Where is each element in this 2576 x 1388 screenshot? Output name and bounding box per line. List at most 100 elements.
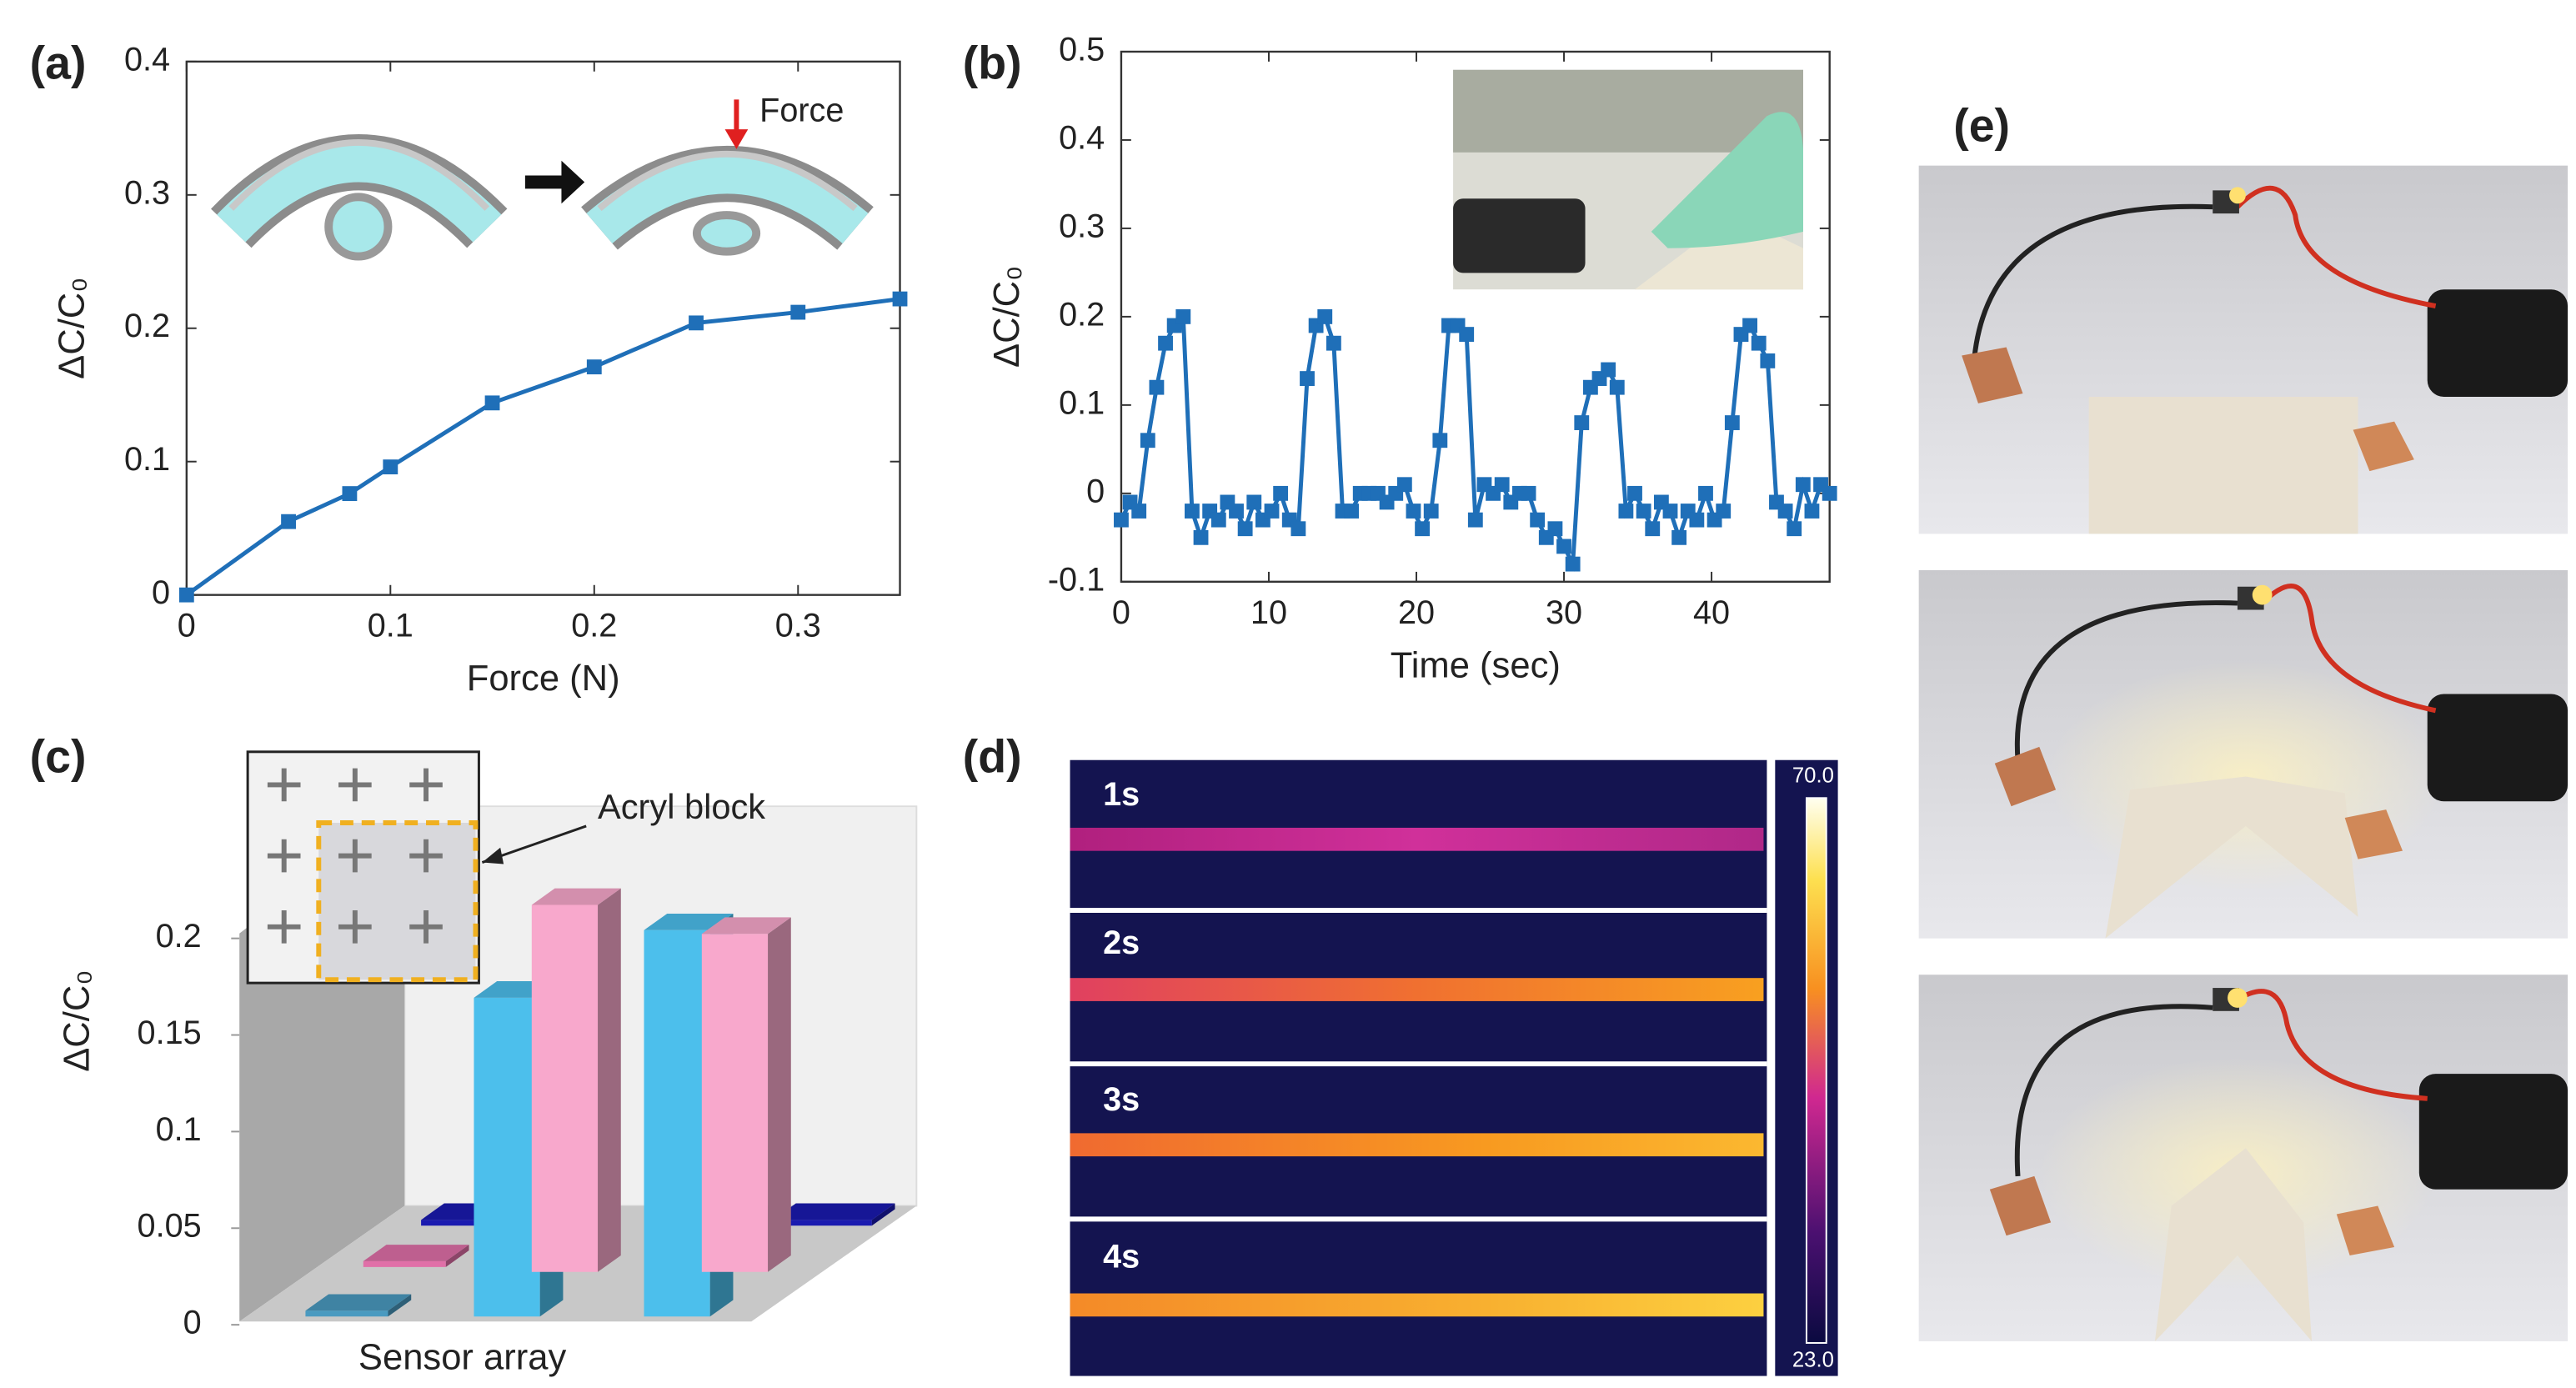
schematic: [211, 99, 874, 261]
panel-label: (e): [1953, 100, 2010, 152]
data-point: [1149, 379, 1165, 395]
y-tick-label: 0: [183, 1305, 202, 1341]
data-point: [1521, 485, 1536, 501]
bar-face: [598, 888, 621, 1272]
sensor: [267, 909, 301, 944]
data-point: [1114, 512, 1129, 528]
data-point: [178, 587, 194, 603]
photo-inset: [1453, 69, 1803, 290]
data-point: [1140, 433, 1155, 448]
bar-face: [701, 934, 769, 1272]
data-point: [1193, 529, 1209, 545]
data-point: [1636, 504, 1651, 519]
y-tick-label: 0.4: [1059, 119, 1105, 156]
bar-face: [871, 1203, 895, 1226]
y-tick-label: 0.3: [1059, 208, 1105, 244]
panel-label: (b): [963, 37, 1022, 88]
data-point: [790, 304, 806, 320]
data-point: [1777, 504, 1793, 519]
annotation: Acryl block: [598, 787, 765, 826]
bar-face: [474, 997, 540, 1317]
bar-face: [363, 1245, 469, 1261]
sensor: [267, 768, 301, 802]
x-tick-label: 30: [1546, 594, 1582, 631]
data-point: [689, 315, 704, 331]
bar: [531, 888, 621, 1272]
data-point: [1300, 371, 1315, 386]
y-axis-label: ΔC/C₀: [58, 970, 98, 1072]
data-point: [1210, 512, 1226, 528]
colorbar-label: 23.0: [1792, 1349, 1834, 1372]
data-point: [1326, 335, 1341, 351]
y-tick-label: 0.05: [138, 1208, 202, 1245]
data-point: [1273, 485, 1289, 501]
y-axis-label: ΔC/C₀: [987, 266, 1027, 368]
bar-face: [773, 1203, 895, 1220]
frame-label: 3s: [1103, 1081, 1140, 1118]
data-point: [586, 359, 602, 375]
data-point: [1494, 477, 1510, 493]
bar-face: [445, 1245, 469, 1267]
data-point: [1131, 504, 1147, 519]
data-point: [1317, 308, 1333, 324]
data-point: [1246, 494, 1262, 510]
data-point: [1787, 521, 1802, 537]
colorbar-label: 70.0: [1792, 764, 1834, 787]
data-point: [1158, 335, 1173, 351]
y-tick-label: 0.3: [124, 174, 170, 211]
data-point: [1264, 504, 1280, 519]
data-point: [1547, 521, 1563, 537]
data-point: [1804, 504, 1820, 519]
bar-face: [305, 1294, 412, 1311]
data-point: [1344, 504, 1360, 519]
data-point: [892, 291, 908, 307]
data-point: [1423, 504, 1439, 519]
bar: [305, 1294, 412, 1317]
bar: [773, 1203, 895, 1226]
data-point: [1432, 433, 1448, 448]
y-tick-label: 0: [1086, 473, 1105, 509]
data-point: [1742, 318, 1758, 333]
frame-label: 1s: [1103, 776, 1140, 813]
data-point: [1618, 504, 1634, 519]
sensor: [338, 909, 372, 944]
sensor: [409, 839, 443, 873]
x-tick-label: 0.1: [368, 608, 413, 644]
data-point: [1175, 308, 1191, 324]
data-point: [281, 514, 296, 529]
data-point: [1760, 353, 1776, 368]
data-point: [1406, 504, 1421, 519]
y-tick-label: 0.2: [124, 308, 170, 344]
frame-label: 4s: [1103, 1238, 1140, 1275]
sensor: [338, 839, 372, 873]
data-point: [1601, 362, 1616, 378]
y-tick-label: 0.4: [124, 41, 170, 78]
bar-face: [701, 917, 791, 935]
bar-face: [644, 913, 734, 930]
data-point: [383, 459, 398, 475]
bar-face: [363, 1260, 446, 1267]
data-point: [1795, 477, 1811, 493]
y-tick-label: 0.1: [156, 1111, 202, 1148]
x-tick-label: 0: [1112, 594, 1130, 631]
data-point: [1716, 504, 1732, 519]
x-axis-label: Force (N): [467, 659, 620, 699]
bar-face: [531, 904, 599, 1272]
x-tick-label: 0.2: [571, 608, 617, 644]
data-point: [1627, 485, 1642, 501]
data-point: [342, 486, 358, 502]
y-tick-label: 0.1: [1059, 384, 1105, 421]
x-tick-label: 40: [1693, 594, 1730, 631]
annotation: Force: [759, 93, 844, 129]
y-tick-label: 0.2: [1059, 296, 1105, 333]
sensor: [409, 909, 443, 944]
bar: [701, 917, 791, 1272]
bar-face: [768, 917, 791, 1272]
data-point: [484, 395, 500, 411]
data-point: [1565, 556, 1581, 572]
x-tick-label: 10: [1250, 594, 1287, 631]
y-tick-label: 0.15: [138, 1015, 202, 1051]
panel-label: (c): [30, 730, 87, 782]
